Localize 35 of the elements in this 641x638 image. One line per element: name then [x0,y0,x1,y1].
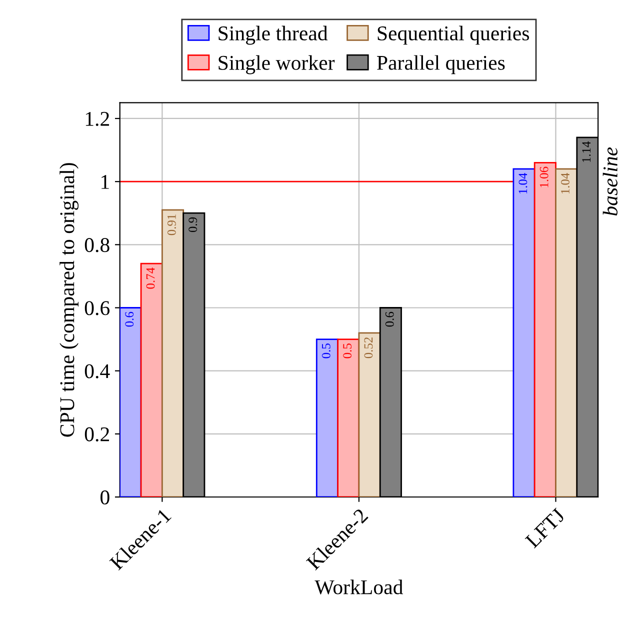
bar [337,338,360,497]
bar [534,162,556,497]
legend-label: Single thread [218,26,328,45]
bar [316,338,338,497]
bar [161,209,184,497]
data-label: 1.06 [540,166,548,188]
data-label: 1.14 [582,141,591,162]
y-axis-title: CPU time (compared to original) [60,163,79,437]
data-label: 1.04 [561,172,570,194]
bar [358,332,381,497]
data-label: 1.04 [518,172,528,194]
data-label: 0.52 [364,337,373,358]
data-label: 0.91 [167,214,176,236]
legend-label: Sequential queries [378,26,529,45]
legend-label: Parallel queries [377,55,505,74]
bar [512,168,536,497]
x-axis-title: WorkLoad [314,580,403,594]
data-label: 0.6 [385,312,394,327]
y-tick-label: 0.8 [84,238,110,252]
y-tick-label: 1.2 [86,112,109,126]
y-tick-label: 0.2 [84,427,109,442]
bar [140,262,163,497]
data-label: 0.74 [146,268,155,289]
data-label: 0.6 [125,312,134,327]
ref-line-label: baseline [602,147,618,216]
y-tick-label: 1 [102,175,109,189]
data-label: 0.9 [188,217,198,232]
legend-label: Single worker [218,55,335,74]
y-tick-label: 0 [100,490,110,504]
data-label: 0.5 [322,344,330,358]
y-tick-label: 0.4 [84,364,110,378]
data-label: 0.5 [343,344,352,358]
y-tick-label: 0.6 [84,301,110,316]
bar [120,307,142,497]
bar [555,168,578,497]
